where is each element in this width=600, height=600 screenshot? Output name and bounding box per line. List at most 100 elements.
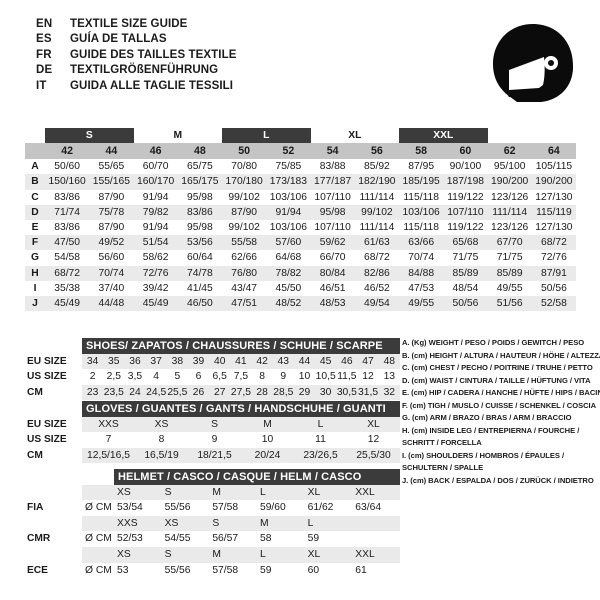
helmet-size-header-row: XXS XS S M L: [25, 515, 400, 532]
size-cell: 53/54: [114, 500, 162, 516]
legend-line: F. (cm) TIGH / MUSLO / CUISSE / SCHENKEL…: [402, 400, 597, 410]
unit-label: Ø CM: [82, 562, 114, 579]
measurement-cell: 75/78: [89, 204, 134, 221]
measurement-cell: 55/58: [222, 235, 267, 251]
measurement-key: C: [25, 189, 45, 205]
size-cell: 32: [378, 384, 400, 401]
measurement-cell: 43/47: [222, 280, 267, 297]
size-cell: 23,5: [103, 384, 125, 401]
unit-spacer: [82, 546, 114, 563]
measurement-cell: 50/56: [443, 296, 488, 312]
size-cell: 43: [272, 353, 294, 370]
language-row: DE TEXTILGRÖßENFÜHRUNG: [36, 64, 237, 79]
table-row: US SIZE 2 2,5 3,5 4 5 6 6,5 7,5 8 9 10 10,5 11,5 12 13: [25, 369, 400, 385]
size-cell: 3,5: [124, 369, 146, 385]
helmet-size-header: S: [161, 546, 210, 563]
helmet-size-table: HELMET / CASCO / CASQUE / HELM / CASCO XS…: [25, 469, 400, 579]
size-cell: 23/26,5: [294, 447, 347, 464]
helmet-size-header: XS: [161, 515, 210, 532]
measurement-cell: 48/53: [310, 296, 355, 312]
measurement-cell: 44/48: [89, 296, 134, 312]
numeric-size-header: 48: [177, 143, 223, 160]
measurement-cell: 185/195: [399, 174, 444, 190]
measurement-cell: 91/94: [133, 220, 178, 236]
measurement-key: F: [25, 235, 45, 251]
unit-spacer: [82, 484, 114, 501]
size-cell: 12: [357, 369, 379, 385]
section-title-row: GLOVES / GUANTES / GANTS / HANDSCHUHE / …: [25, 401, 400, 417]
measurement-cell: 66/70: [310, 250, 355, 266]
language-row: FR GUIDE DES TAILLES TEXTILE: [36, 49, 237, 64]
helmet-size-header: XS: [114, 484, 162, 501]
measurement-cell: 111/114: [354, 189, 400, 205]
language-code: IT: [36, 79, 47, 92]
numeric-size-header: 58: [399, 143, 444, 160]
measurement-cell: 57/60: [266, 235, 311, 251]
size-cell: 60: [304, 562, 353, 579]
letter-size-header: L: [222, 128, 311, 144]
size-cell: 20/24: [241, 447, 294, 464]
size-cell: 41: [230, 353, 252, 370]
measurement-cell: 53/56: [177, 235, 223, 251]
letter-size-header: [487, 128, 532, 144]
measurement-cell: 65/75: [177, 159, 223, 175]
measurement-cell: 74/78: [177, 265, 223, 281]
measurement-cell: 87/90: [89, 220, 134, 236]
measurement-cell: 64/68: [266, 250, 311, 266]
measurement-cell: 71/74: [45, 204, 90, 221]
measurement-cell: 127/130: [531, 189, 577, 205]
size-cell: 37: [145, 353, 167, 370]
measurement-cell: 95/100: [487, 159, 532, 175]
measurement-cell: 49/52: [89, 235, 134, 251]
size-cell: 59: [304, 531, 353, 547]
table-row: G 54/58 56/60 58/62 60/64 62/66 64/68 66/70 68/7…: [25, 250, 577, 266]
size-cell: 10,5: [315, 369, 337, 385]
legend-line: J. (cm) BACK / ESPALDA / DOS / ZURÜCK / …: [402, 476, 594, 486]
letter-size-header: XXL: [399, 128, 488, 144]
size-cell: 11,5: [336, 369, 358, 385]
measurement-cell: 68/72: [531, 235, 577, 251]
numeric-size-header: 46: [133, 143, 178, 160]
size-cell: 30: [315, 384, 337, 401]
measurement-cell: 187/198: [443, 174, 488, 190]
size-cell: 53: [114, 562, 162, 579]
letter-size-header: XL: [310, 128, 400, 144]
measurement-cell: 46/52: [354, 280, 400, 297]
row-label-spacer: [25, 401, 82, 417]
size-cell: 47: [357, 353, 379, 370]
measurement-cell: 85/92: [354, 159, 400, 175]
measurement-cell: 70/74: [399, 250, 444, 266]
measurement-cell: 45/49: [45, 296, 90, 312]
measurement-cell: 79/82: [133, 204, 178, 221]
row-label: CM: [25, 384, 82, 401]
measurement-cell: 72/76: [133, 265, 178, 281]
measurement-cell: 48/52: [266, 296, 311, 312]
helmet-size-header: [352, 515, 400, 532]
measurement-cell: 115/118: [399, 189, 444, 205]
section-title-row: HELMET / CASCO / CASQUE / HELM / CASCO: [25, 469, 400, 485]
table-row: I 35/38 37/40 39/42 41/45 43/47 45/50 46/51 46/5…: [25, 280, 577, 297]
measurement-cell: 47/53: [399, 280, 444, 297]
measurement-cell: 177/187: [310, 174, 355, 190]
row-label-spacer: [25, 547, 82, 563]
measurement-cell: 72/76: [531, 250, 577, 266]
measurement-cell: 51/54: [133, 235, 178, 251]
measurement-cell: 56/60: [89, 250, 134, 266]
numeric-size-header: 56: [354, 143, 400, 160]
measurement-key: J: [25, 296, 45, 312]
measurement-cell: 111/114: [487, 204, 532, 221]
measurement-cell: 80/84: [310, 265, 355, 281]
section-title: GLOVES / GUANTES / GANTS / HANDSCHUHE / …: [82, 401, 400, 417]
helmet-size-header: XL: [304, 484, 353, 501]
size-cell: 26: [187, 384, 210, 401]
size-cell: XXS: [82, 416, 135, 433]
letter-size-header: M: [133, 128, 223, 144]
measurement-cell: 39/42: [133, 280, 178, 297]
measurement-cell: 95/98: [177, 220, 223, 236]
measurement-cell: 87/90: [89, 189, 134, 205]
size-cell: 61: [352, 562, 400, 579]
size-cell: 30,5: [336, 384, 358, 401]
helmet-size-header: XXL: [352, 484, 400, 501]
row-label: EU SIZE: [25, 353, 82, 370]
size-cell: 24: [124, 384, 146, 401]
